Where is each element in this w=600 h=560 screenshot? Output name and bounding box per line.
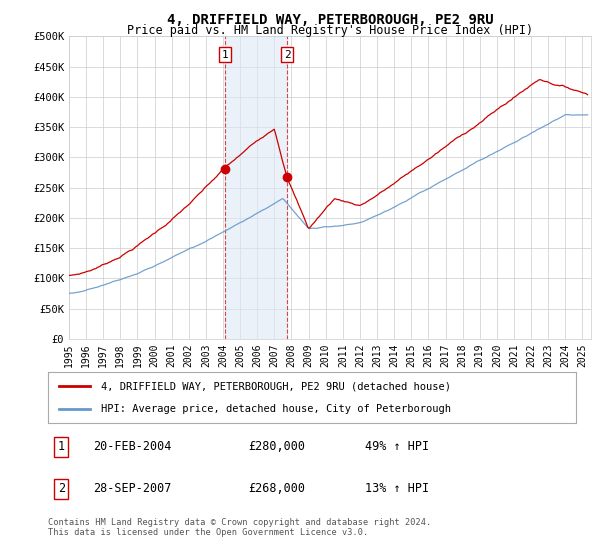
Text: 2: 2 xyxy=(58,482,65,496)
Bar xyxy=(225,36,287,339)
Text: Price paid vs. HM Land Registry's House Price Index (HPI): Price paid vs. HM Land Registry's House … xyxy=(127,24,533,37)
Text: £268,000: £268,000 xyxy=(248,482,305,496)
Text: 4, DRIFFIELD WAY, PETERBOROUGH, PE2 9RU (detached house): 4, DRIFFIELD WAY, PETERBOROUGH, PE2 9RU … xyxy=(101,381,451,391)
Text: 2: 2 xyxy=(284,49,290,59)
Text: 1: 1 xyxy=(58,440,65,454)
Text: 20-FEB-2004: 20-FEB-2004 xyxy=(93,440,171,454)
Text: 49% ↑ HPI: 49% ↑ HPI xyxy=(365,440,429,454)
Text: 28-SEP-2007: 28-SEP-2007 xyxy=(93,482,171,496)
Text: Contains HM Land Registry data © Crown copyright and database right 2024.
This d: Contains HM Land Registry data © Crown c… xyxy=(48,518,431,538)
Text: 1: 1 xyxy=(222,49,229,59)
Text: £280,000: £280,000 xyxy=(248,440,305,454)
Text: 4, DRIFFIELD WAY, PETERBOROUGH, PE2 9RU: 4, DRIFFIELD WAY, PETERBOROUGH, PE2 9RU xyxy=(167,13,493,27)
Text: 13% ↑ HPI: 13% ↑ HPI xyxy=(365,482,429,496)
Text: HPI: Average price, detached house, City of Peterborough: HPI: Average price, detached house, City… xyxy=(101,404,451,414)
